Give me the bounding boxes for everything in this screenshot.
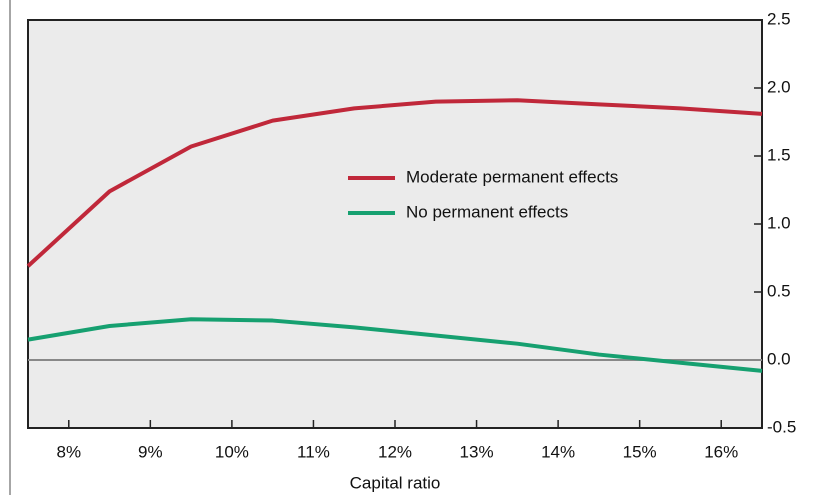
x-tick-label: 13% (460, 442, 494, 461)
y-tick-label: 1.0 (767, 213, 791, 232)
x-tick-label: 12% (378, 442, 412, 461)
x-tick-label: 9% (138, 442, 163, 461)
series-line (26, 98, 763, 268)
y-tick-label: 0.5 (767, 281, 791, 300)
y-tick-label: 2.0 (767, 77, 791, 96)
x-axis-label: Capital ratio (350, 473, 441, 492)
x-tick-label: 10% (215, 442, 249, 461)
y-tick-label: 0.0 (767, 349, 791, 368)
plot-area (27, 19, 763, 429)
legend-label: Moderate permanent effects (406, 167, 618, 186)
y-tick-label: 2.5 (767, 9, 791, 28)
series-line (27, 317, 763, 373)
x-tick-label: 8% (56, 442, 81, 461)
x-tick-label: 16% (704, 442, 738, 461)
x-tick-label: 15% (623, 442, 657, 461)
x-tick-label: 11% (297, 442, 330, 461)
x-tick-label: 14% (541, 442, 575, 461)
y-tick-label: 1.5 (767, 145, 791, 164)
y-tick-label: -0.5 (767, 417, 796, 436)
legend-label: No permanent effects (406, 202, 568, 221)
